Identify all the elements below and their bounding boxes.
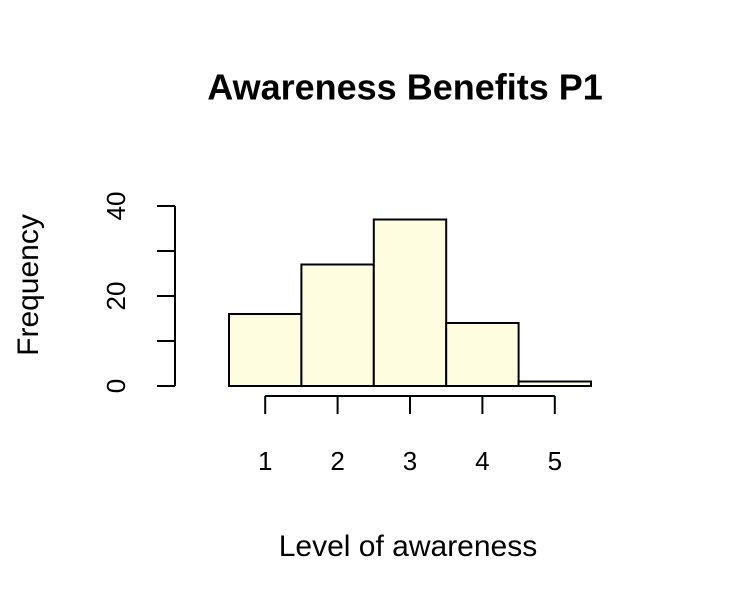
bar — [517, 380, 592, 387]
bar — [228, 313, 303, 387]
chart-title: Awareness Benefits P1 — [207, 67, 603, 108]
y-tick-label: 20 — [101, 282, 131, 311]
y-tick-label: 0 — [101, 379, 131, 393]
bar — [300, 263, 375, 387]
bar — [372, 218, 448, 387]
x-tick-label: 2 — [330, 446, 344, 476]
x-tick-label: 4 — [475, 446, 489, 476]
x-axis-label: Level of awareness — [279, 530, 538, 563]
y-tick-label: 40 — [101, 192, 131, 221]
y-axis-label: Frequency — [12, 214, 45, 356]
x-tick-label: 1 — [258, 446, 272, 476]
x-tick-label: 5 — [548, 446, 562, 476]
bar — [445, 322, 520, 387]
x-tick-label: 3 — [403, 446, 417, 476]
